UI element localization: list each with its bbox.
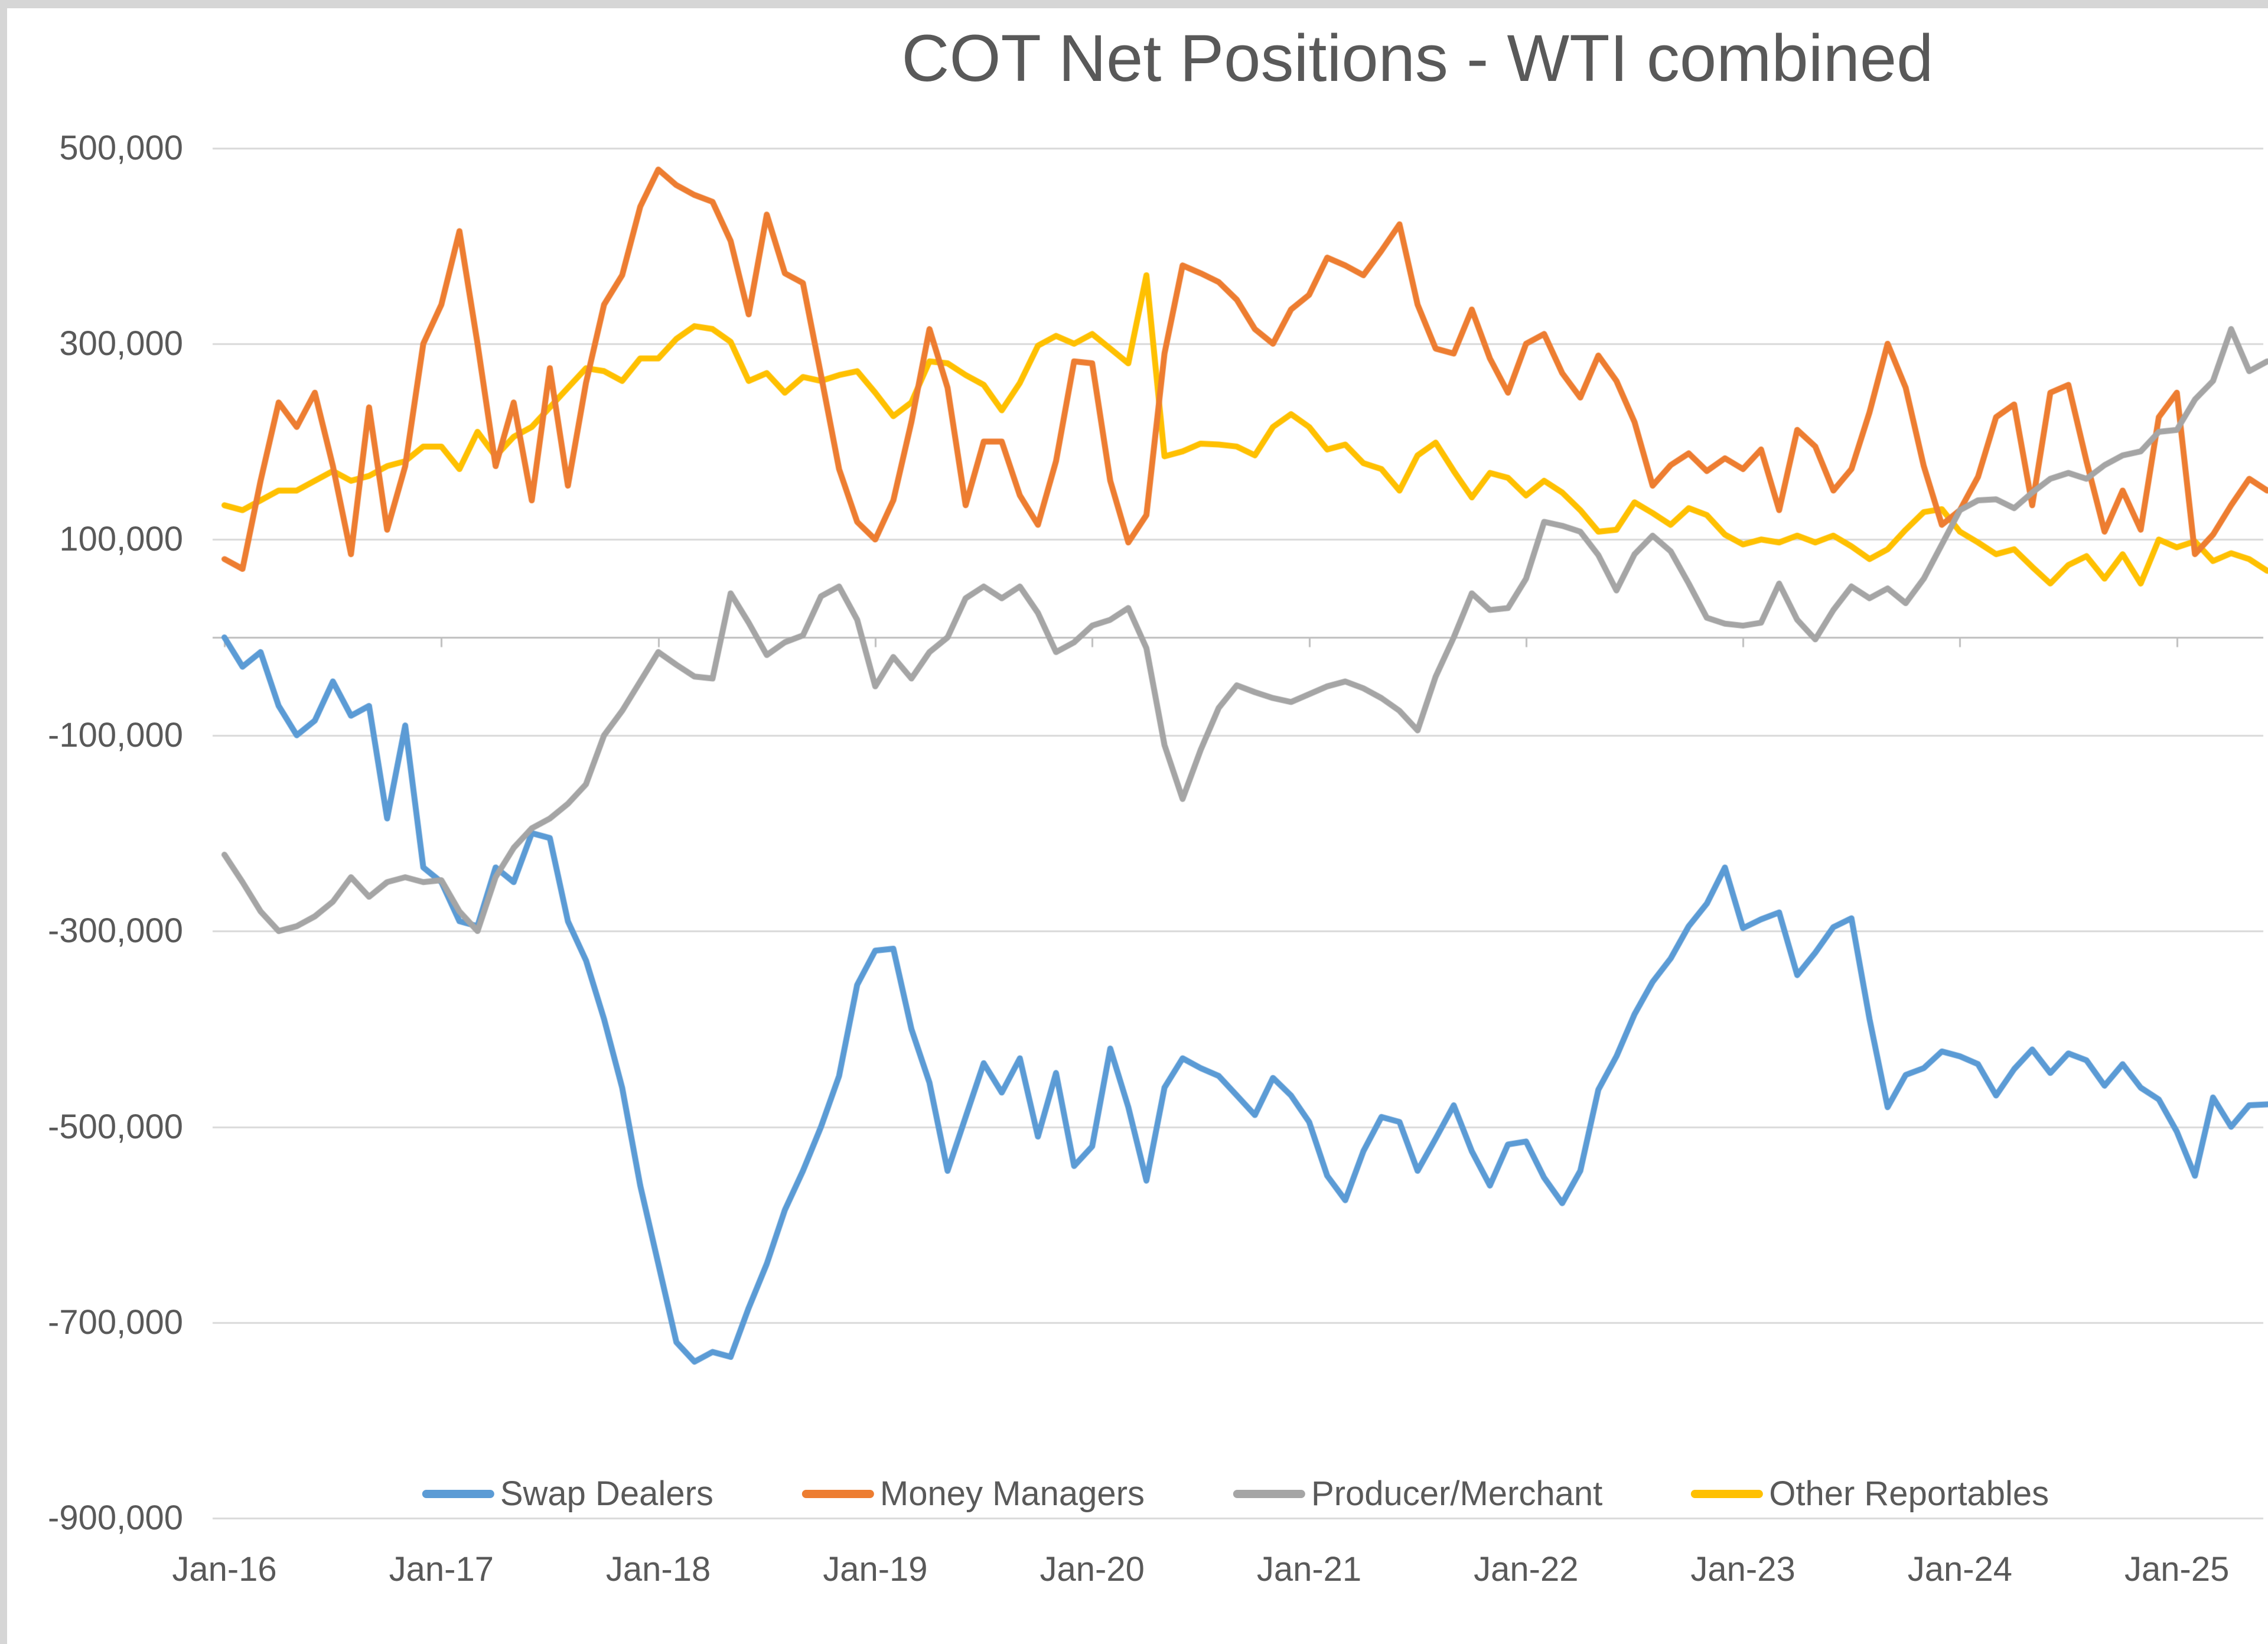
legend-label: Producer/Merchant	[1311, 1474, 1603, 1513]
x-axis-label: Jan-19	[823, 1550, 928, 1588]
legend-item-money-managers: Money Managers	[801, 1473, 1145, 1515]
y-axis-label: -300,000	[48, 911, 183, 950]
y-axis-label: -700,000	[48, 1303, 183, 1342]
legend-item-other-reportables: Other Reportables	[1691, 1473, 2049, 1515]
legend: Swap Dealers Money Managers Producer/Mer…	[422, 1473, 2049, 1515]
x-axis-label: Jan-17	[389, 1550, 494, 1588]
legend-swatch-icon	[1233, 1490, 1306, 1498]
y-axis-label: 100,000	[59, 520, 183, 559]
chart-title: COT Net Positions - WTI combined	[901, 21, 1934, 95]
legend-swatch-icon	[422, 1490, 494, 1498]
legend-label: Swap Dealers	[500, 1474, 713, 1513]
legend-swatch-icon	[801, 1490, 874, 1498]
x-axis-label: Jan-22	[1474, 1550, 1579, 1588]
x-axis-label: Jan-18	[605, 1550, 711, 1588]
legend-item-producer-merchant: Producer/Merchant	[1233, 1473, 1602, 1515]
x-axis-label: Jan-25	[2124, 1550, 2230, 1588]
y-axis-label: -900,000	[48, 1499, 183, 1538]
x-axis-label: Jan-24	[1907, 1550, 2013, 1588]
x-axis-label: Jan-16	[172, 1550, 277, 1588]
y-axis-label: -500,000	[48, 1107, 183, 1146]
legend-swatch-icon	[1691, 1490, 1764, 1498]
y-axis-label: 300,000	[59, 324, 183, 363]
x-axis-label: Jan-21	[1256, 1550, 1362, 1588]
legend-label: Money Managers	[879, 1474, 1145, 1513]
x-axis-label: Jan-23	[1690, 1550, 1795, 1588]
y-axis-label: 500,000	[59, 128, 183, 167]
x-axis-label: Jan-20	[1040, 1550, 1145, 1588]
y-axis-label: -100,000	[48, 715, 183, 754]
legend-item-swap-dealers: Swap Dealers	[422, 1473, 713, 1515]
legend-label: Other Reportables	[1769, 1474, 2049, 1513]
